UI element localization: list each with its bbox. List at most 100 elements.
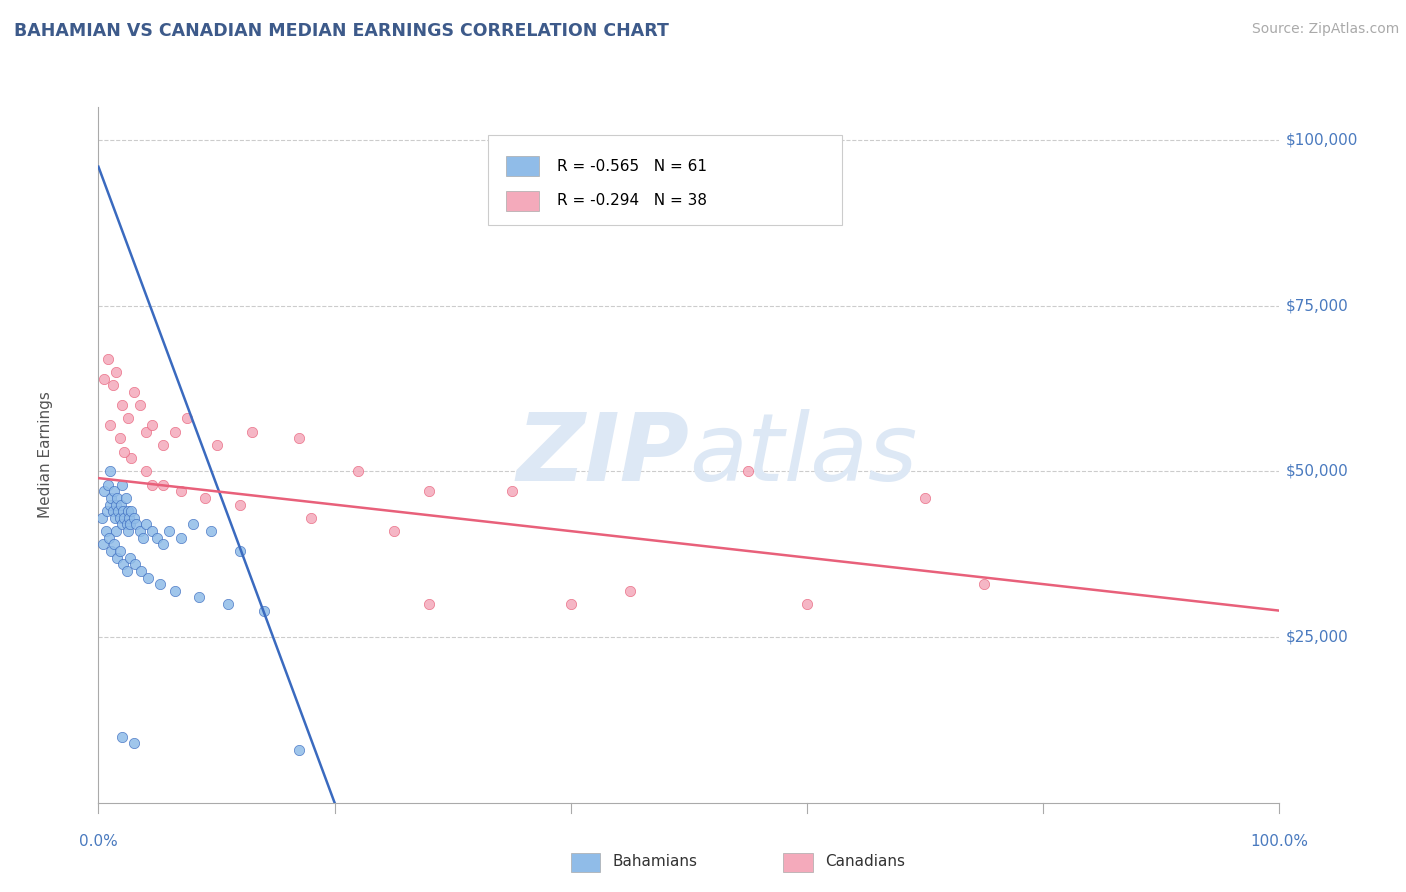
Point	[205, 438, 228, 452]
Point	[105, 498, 128, 512]
Point	[141, 477, 163, 491]
Point	[152, 477, 174, 491]
Point	[187, 591, 209, 605]
Point	[118, 511, 141, 525]
Point	[117, 504, 139, 518]
Point	[146, 531, 169, 545]
Point	[132, 531, 155, 545]
Point	[560, 597, 582, 611]
Point	[165, 583, 187, 598]
Point	[97, 351, 120, 366]
Point	[105, 524, 128, 538]
Point	[111, 730, 134, 744]
Point	[288, 431, 311, 445]
Point	[170, 484, 193, 499]
Point	[120, 517, 142, 532]
Text: $25,000: $25,000	[1285, 630, 1348, 645]
Point	[94, 524, 117, 538]
Point	[98, 498, 121, 512]
Point	[98, 418, 121, 433]
FancyBboxPatch shape	[488, 135, 842, 226]
Point	[96, 504, 118, 518]
Point	[98, 465, 121, 479]
Text: BAHAMIAN VS CANADIAN MEDIAN EARNINGS CORRELATION CHART: BAHAMIAN VS CANADIAN MEDIAN EARNINGS COR…	[14, 22, 669, 40]
Point	[240, 425, 263, 439]
Text: 0.0%: 0.0%	[79, 834, 118, 849]
Point	[103, 484, 125, 499]
Point	[122, 511, 145, 525]
Text: $50,000: $50,000	[1285, 464, 1348, 479]
Point	[91, 511, 114, 525]
Point	[194, 491, 217, 505]
Point	[108, 431, 131, 445]
Text: Source: ZipAtlas.com: Source: ZipAtlas.com	[1251, 22, 1399, 37]
Point	[115, 564, 138, 578]
Point	[121, 504, 143, 518]
FancyBboxPatch shape	[506, 156, 538, 176]
FancyBboxPatch shape	[506, 191, 538, 211]
Point	[100, 544, 122, 558]
Point	[181, 517, 204, 532]
Point	[112, 504, 135, 518]
Point	[170, 531, 193, 545]
Point	[117, 411, 139, 425]
Point	[135, 517, 157, 532]
Point	[93, 372, 115, 386]
Point	[101, 378, 124, 392]
Point	[122, 384, 145, 399]
Point	[111, 477, 134, 491]
Point	[105, 550, 128, 565]
Point	[973, 577, 995, 591]
Point	[128, 398, 150, 412]
Point	[100, 491, 122, 505]
Point	[418, 484, 440, 499]
Point	[299, 511, 322, 525]
Point	[288, 743, 311, 757]
Text: R = -0.565   N = 61: R = -0.565 N = 61	[557, 159, 707, 174]
Point	[382, 524, 405, 538]
Point	[115, 517, 138, 532]
Point	[149, 577, 172, 591]
Text: R = -0.294   N = 38: R = -0.294 N = 38	[557, 194, 707, 209]
Point	[229, 498, 252, 512]
FancyBboxPatch shape	[783, 853, 813, 872]
Point	[619, 583, 641, 598]
Point	[152, 438, 174, 452]
Point	[112, 558, 135, 572]
Point	[796, 597, 818, 611]
Point	[200, 524, 222, 538]
Text: Canadians: Canadians	[825, 855, 904, 870]
Point	[105, 365, 128, 379]
Point	[117, 524, 139, 538]
Point	[737, 465, 759, 479]
Point	[141, 524, 163, 538]
Point	[110, 498, 132, 512]
Point	[107, 504, 129, 518]
Text: $100,000: $100,000	[1285, 133, 1358, 148]
Point	[152, 537, 174, 551]
Point	[125, 517, 148, 532]
Point	[128, 524, 150, 538]
Point	[418, 597, 440, 611]
Point	[165, 425, 187, 439]
Point	[124, 558, 146, 572]
Point	[103, 537, 125, 551]
Point	[253, 604, 276, 618]
Point	[347, 465, 370, 479]
Point	[120, 550, 142, 565]
Point	[129, 564, 152, 578]
FancyBboxPatch shape	[571, 853, 600, 872]
Text: atlas: atlas	[689, 409, 917, 500]
Text: $75,000: $75,000	[1285, 298, 1348, 313]
Text: ZIP: ZIP	[516, 409, 689, 501]
Point	[97, 477, 120, 491]
Point	[122, 736, 145, 750]
Point	[121, 451, 143, 466]
Point	[501, 484, 523, 499]
Point	[101, 504, 124, 518]
Point	[91, 537, 114, 551]
Point	[114, 491, 136, 505]
Point	[112, 511, 135, 525]
Point	[157, 524, 180, 538]
Point	[108, 544, 131, 558]
